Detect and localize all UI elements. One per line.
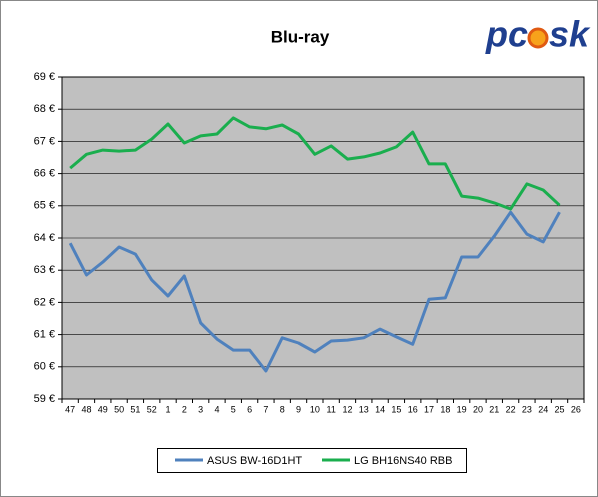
y-tick-label: 63 € — [34, 264, 55, 276]
x-tick-label: 5 — [231, 404, 236, 414]
x-tick-label: 24 — [538, 404, 548, 414]
x-tick-label: 2 — [182, 404, 187, 414]
legend-box — [157, 448, 467, 473]
y-tick-label: 60 € — [34, 361, 55, 373]
x-tick-label: 9 — [296, 404, 301, 414]
x-tick-label: 18 — [440, 404, 450, 414]
series-line — [69, 116, 561, 211]
x-tick-label: 49 — [98, 404, 108, 414]
x-tick-label: 51 — [130, 404, 140, 414]
x-tick-label: 52 — [147, 404, 157, 414]
x-tick-label: 12 — [342, 404, 352, 414]
y-tick-label: 69 € — [34, 71, 55, 83]
x-tick-label: 10 — [310, 404, 320, 414]
y-tick-label: 66 € — [34, 168, 55, 180]
x-tick-label: 11 — [326, 404, 335, 414]
x-tick-label: 23 — [522, 404, 532, 414]
x-tick-label: 26 — [571, 404, 581, 414]
legend-label: ASUS BW-16D1HT — [207, 455, 302, 467]
x-tick-label: 15 — [391, 404, 401, 414]
x-tick-label: 16 — [408, 404, 418, 414]
x-tick-label: 20 — [473, 404, 483, 414]
y-tick-label: 64 € — [34, 232, 55, 244]
logo-flame — [527, 27, 549, 49]
x-tick-label: 13 — [359, 404, 369, 414]
legend-label: LG BH16NS40 RBB — [354, 455, 452, 467]
x-tick-label: 17 — [424, 404, 434, 414]
y-tick-label: 68 € — [34, 103, 55, 115]
x-tick-label: 25 — [555, 404, 565, 414]
y-tick-label: 65 € — [34, 200, 55, 212]
y-tick-label: 61 € — [34, 329, 55, 341]
x-tick-label: 19 — [457, 404, 467, 414]
x-tick-label: 48 — [81, 404, 91, 414]
x-tick-label: 4 — [214, 404, 219, 414]
x-tick-label: 8 — [280, 404, 285, 414]
x-tick-label: 6 — [247, 404, 252, 414]
logo-text: sk — [549, 14, 591, 55]
x-tick-label: 47 — [65, 404, 75, 414]
logo: pc sk — [485, 14, 591, 55]
y-tick-label: 67 € — [34, 135, 55, 147]
chart-title: Blu-ray — [271, 27, 330, 46]
x-tick-label: 7 — [263, 404, 268, 414]
x-tick-label: 3 — [198, 404, 203, 414]
x-tick-label: 21 — [489, 404, 499, 414]
x-tick-label: 50 — [114, 404, 124, 414]
series-line — [68, 210, 561, 373]
x-tick-label: 22 — [506, 404, 516, 414]
x-tick-label: 14 — [375, 404, 385, 414]
y-tick-label: 59 € — [34, 393, 55, 405]
logo-text: pc — [485, 14, 528, 55]
y-tick-label: 62 € — [34, 296, 55, 308]
x-tick-label: 1 — [166, 404, 171, 414]
